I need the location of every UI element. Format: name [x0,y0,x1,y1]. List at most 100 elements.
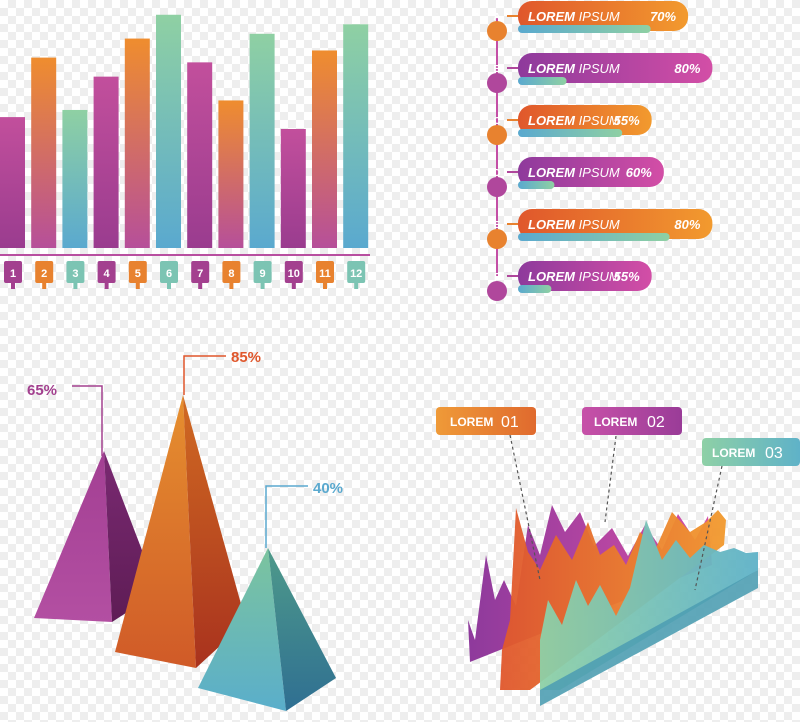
bar-label-pin-8 [229,282,234,289]
pyramid-label-2: 85% [231,349,261,366]
pyramid-2 [115,395,246,668]
bar-11 [312,50,337,249]
bar-tick-label-3: 3 [72,268,78,280]
area-floor-teal [540,570,758,706]
bar-label-box-9 [253,261,272,283]
progress-bar-F [518,261,652,291]
bar-label-box-10 [284,261,303,283]
progress-bullet-B [487,73,507,93]
area-leader-2 [604,435,617,523]
progress-label-F: LOREM IPSUM [528,269,620,284]
bar-12 [343,24,369,249]
bar-10 [280,129,306,248]
bar-tick-label-12: 12 [350,268,362,280]
bar-label-box-2 [35,261,54,283]
bar-tick-label-11: 11 [319,268,331,280]
progress-underbar-A [518,25,651,33]
area-tag-3-num: 03 [765,445,783,462]
progress-value-D: 60% [626,165,652,180]
bar-label-pin-4 [104,282,109,289]
progress-letter-E: E [494,220,501,231]
pyramid-chart: 65% 85% 40% [27,349,343,711]
bar-5 [124,38,150,249]
progress-value-E: 80% [674,217,700,232]
bar-tick-label-2: 2 [41,268,47,280]
progress-value-B: 80% [674,61,700,76]
pyramid-connector-1 [72,385,103,456]
bar-tick-label-5: 5 [135,268,141,280]
bar-label-box-5 [128,261,147,283]
bar-1 [0,117,25,248]
progress-bar-D [518,157,664,187]
pyramid-connector-3 [265,485,308,548]
bar-7 [187,62,213,248]
progress-underbar-E [518,233,670,241]
progress-bar-C [518,105,652,135]
progress-bars: A LOREM IPSUM 70% B LOREM IPSUM 80% C LOREM IPS… [487,1,713,301]
area-tag-1-text: LOREM [450,415,493,429]
progress-underbar-B [518,77,567,85]
progress-letter-D: D [493,168,500,179]
pyramid-3-left-face [198,548,286,711]
progress-letter-A: A [493,12,500,23]
area-tag-2-text: LOREM [594,415,637,429]
progress-underbar-C [518,129,623,137]
pyramid-label-1: 65% [27,382,57,399]
progress-bar-E [518,209,713,239]
vertical-bar-chart: 1 2 3 4 5 6 7 8 9 10 11 12 [0,14,370,289]
progress-letter-F: F [494,272,500,283]
bar-label-pin-6 [167,282,171,289]
area-tag-2-num: 02 [647,414,665,431]
progress-bullet-E [487,229,507,249]
bar-label-box-3 [66,261,85,283]
progress-label-D: LOREM IPSUM [528,165,620,180]
progress-letter-B: B [493,64,500,75]
bar-label-pin-1 [11,282,15,289]
progress-underbar-D [518,181,555,189]
pyramid-label-3: 40% [313,480,343,497]
bar-label-box-12 [347,261,366,283]
bar-tick-label-4: 4 [104,268,111,280]
progress-bar-A [518,1,689,31]
pyramid-3-right-face [268,548,336,711]
bar-2 [31,57,57,248]
bar-3 [62,109,88,249]
bar-label-pin-9 [260,282,265,289]
pyramid-connector-2 [183,355,226,395]
bar-tick-label-9: 9 [260,268,266,280]
progress-bar-B [518,53,713,83]
bar-tick-label-8: 8 [228,268,234,280]
progress-bullet-C [487,125,507,145]
bar-tick-label-7: 7 [197,268,203,280]
bar-label-pin-3 [73,282,78,289]
progress-label-C: LOREM IPSUM [528,113,620,128]
pyramid-1-left-face [34,451,112,622]
area-tag-1-num: 01 [501,414,519,431]
progress-value-F: 55% [614,269,640,284]
bar-label-box-8 [222,261,241,283]
progress-underbar-F [518,285,552,293]
progress-label-B: LOREM IPSUM [528,61,620,76]
area-tag-2: LOREM 02 [582,407,682,435]
bar-tick-label-1: 1 [10,268,16,280]
bar-tick-label-6: 6 [166,268,172,280]
area-chart-3d: LOREM 01 LOREM 02 LOREM 03 [436,407,800,706]
bar-label-box-1 [4,261,22,283]
pyramid-2-right-face [183,395,246,668]
bar-label-box-6 [160,261,178,283]
bar-label-box-4 [97,261,116,283]
area-leader-1 [509,434,541,581]
pyramid-3 [198,548,336,711]
progress-label-A: LOREM IPSUM [528,9,620,24]
bar-6 [156,14,181,249]
progress-value-A: 70% [650,9,676,24]
bar-label-pin-7 [198,282,203,289]
bar-label-pin-5 [135,282,140,289]
bar-9 [249,33,275,248]
progress-bullet-F [487,281,507,301]
bar-label-box-7 [191,261,210,283]
bar-tick-label-10: 10 [288,268,300,280]
area-tag-3: LOREM 03 [702,438,800,466]
area-tag-3-text: LOREM [712,446,755,460]
bar-4 [93,76,119,248]
